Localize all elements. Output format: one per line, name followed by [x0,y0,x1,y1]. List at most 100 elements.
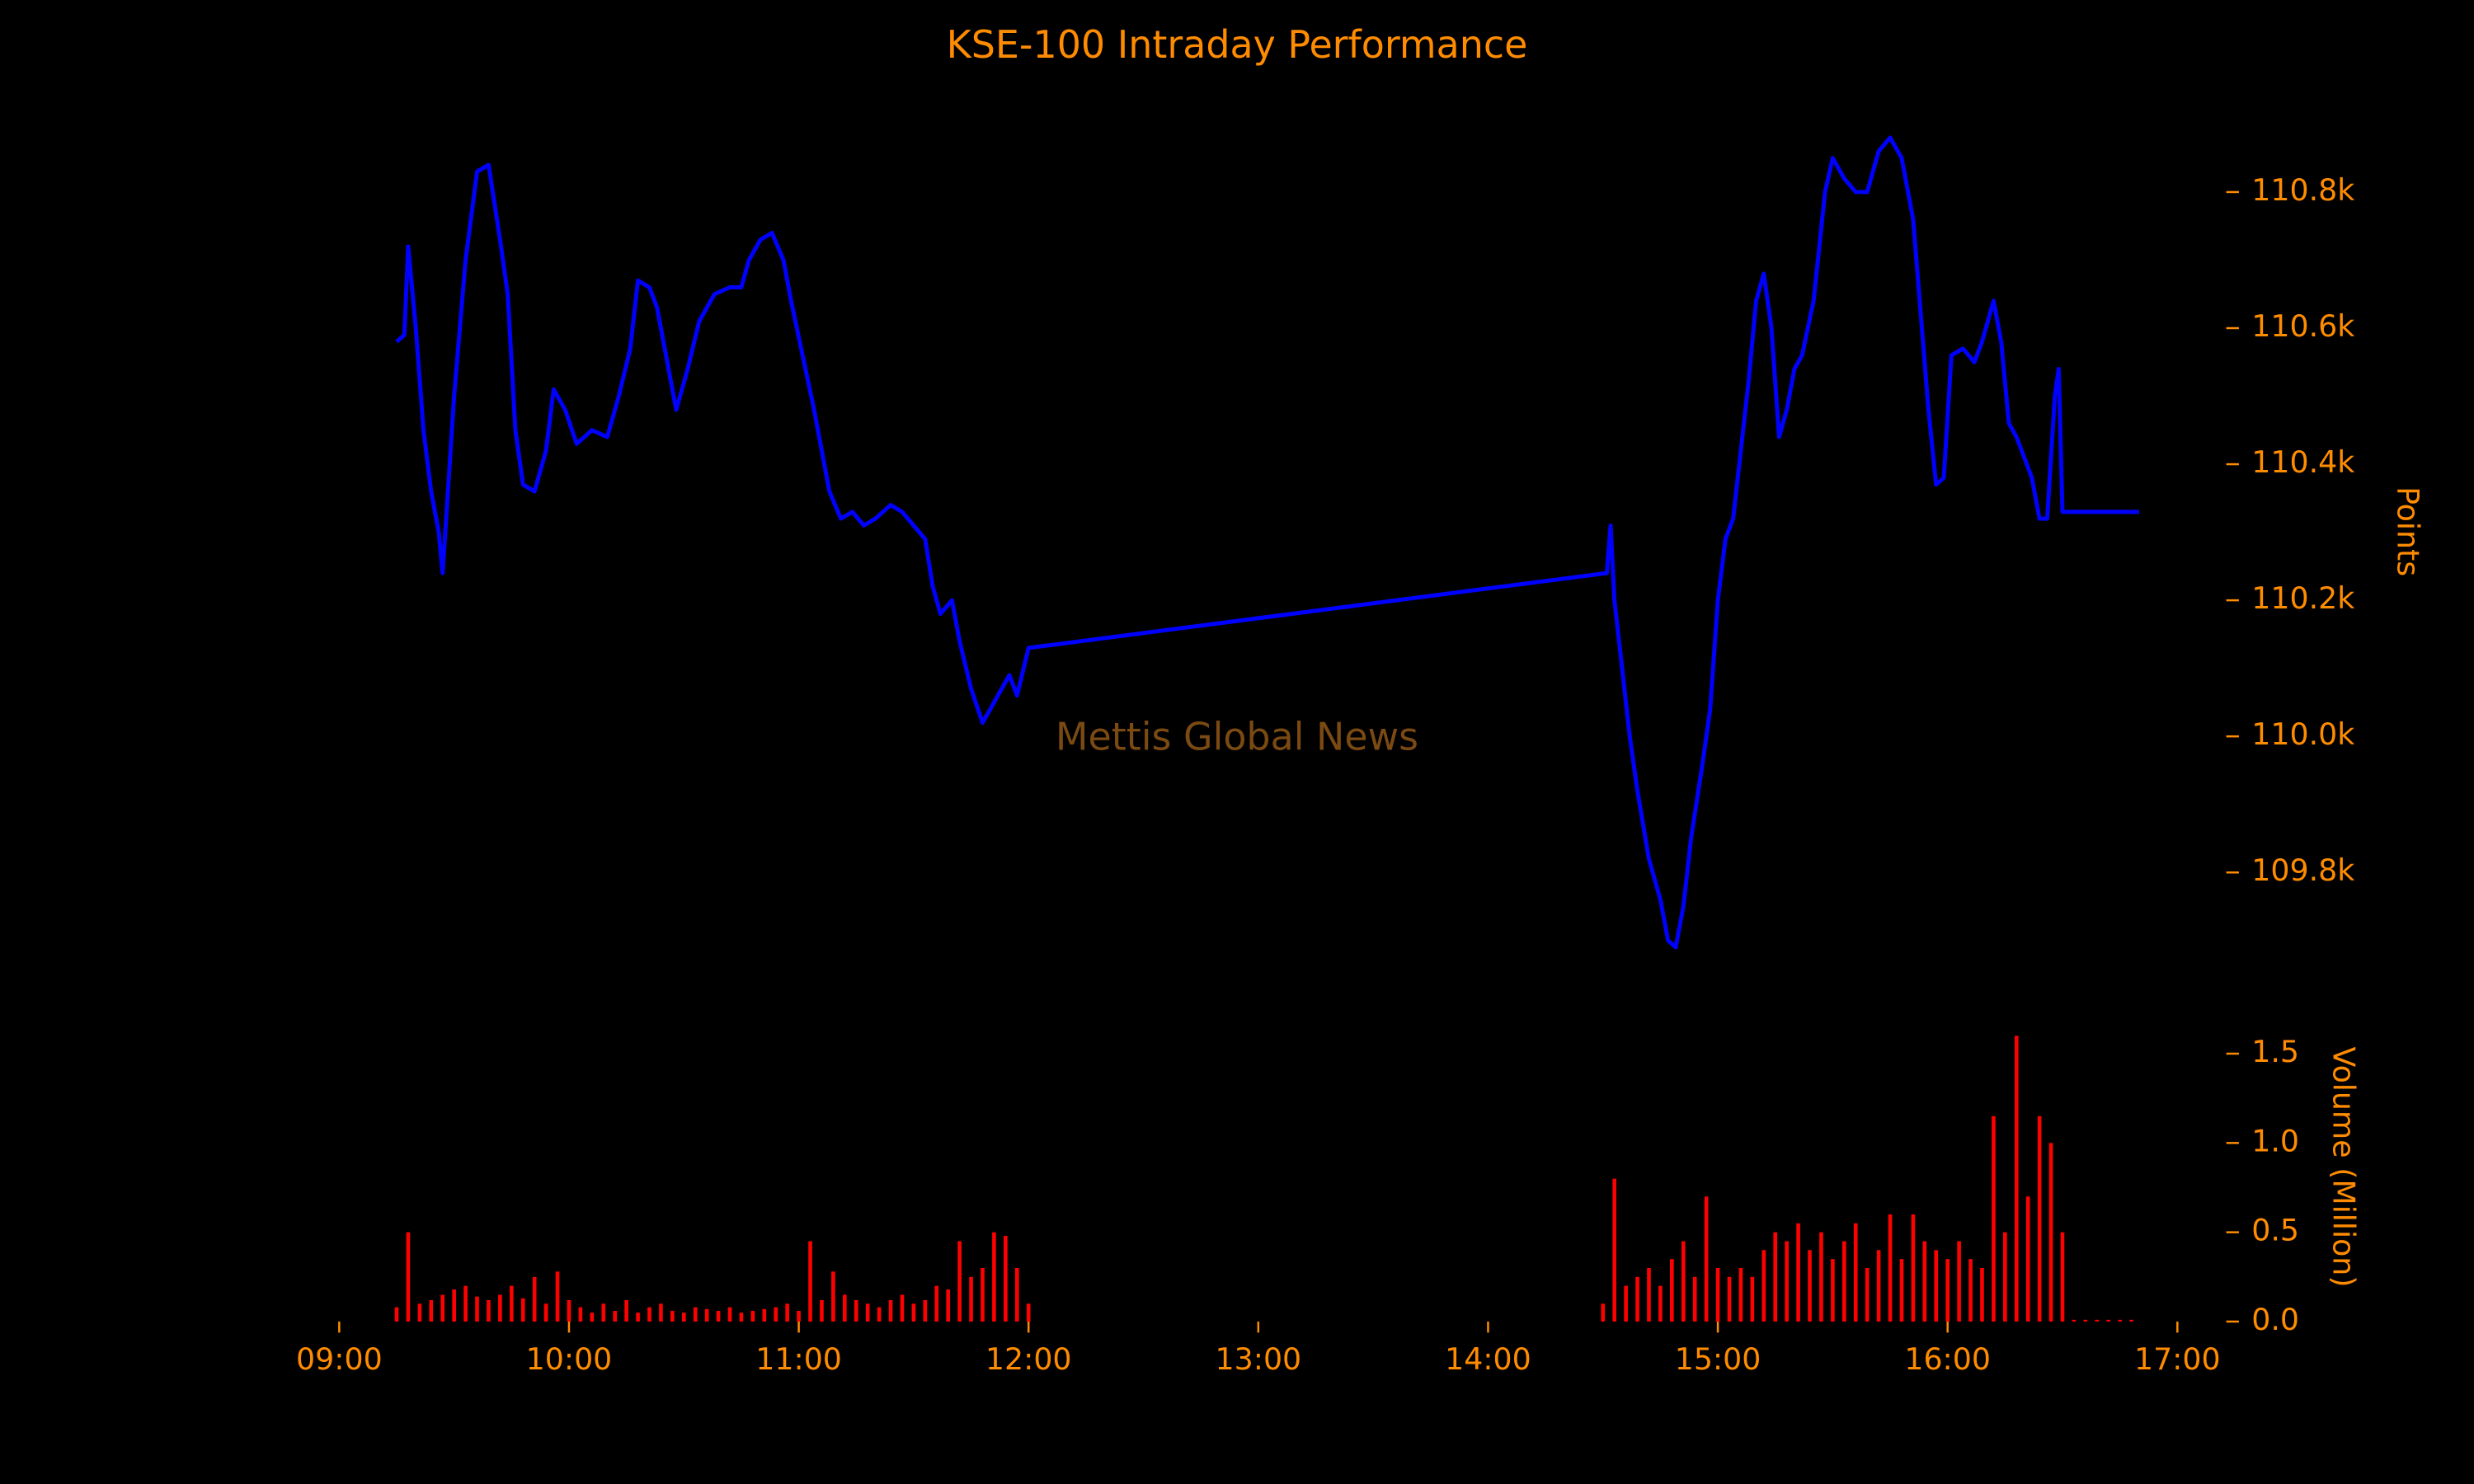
volume-bar [854,1299,858,1322]
volume-bar [1785,1241,1789,1322]
volume-bar [613,1310,617,1322]
volume-bar [1750,1276,1755,1322]
volume-bar [900,1294,905,1322]
y-tick-label: 110.6k [2251,308,2354,344]
x-tick-label: 10:00 [526,1341,613,1377]
volume-bar [1647,1267,1651,1322]
y-tick-label: 1.0 [2251,1123,2299,1158]
volume-bar [590,1313,595,1322]
volume-bar [1681,1241,1686,1322]
volume-bar [498,1294,502,1322]
volume-bar [1026,1303,1031,1322]
volume-bar [1692,1276,1697,1322]
volume-bar [1853,1223,1858,1322]
volume-bar [1715,1267,1720,1322]
volume-bar [1014,1267,1019,1322]
volume-bar [1888,1214,1893,1322]
volume-bar [2072,1319,2077,1322]
price-line [395,135,2139,950]
volume-bar [831,1271,835,1322]
y-axis-label: Points [2391,486,2426,576]
volume-bar [1968,1259,1973,1322]
volume-bar [532,1276,537,1322]
x-tick-label: 14:00 [1445,1341,1531,1377]
volume-bar [1831,1259,1835,1322]
volume-bar [992,1232,996,1322]
volume-bar [808,1241,812,1322]
volume-bar [394,1307,399,1322]
volume-bar [693,1307,698,1322]
volume-bar [727,1307,732,1322]
volume-bar [774,1307,778,1322]
volume-bar [1899,1259,1904,1322]
volume-bar [2095,1319,2100,1322]
volume-bar [429,1299,434,1322]
y-tick-label: 110.0k [2251,716,2354,752]
volume-bar [934,1285,939,1322]
volume-bar [1876,1250,1881,1322]
volume-bar [820,1299,824,1322]
volume-bar [670,1310,675,1322]
y-tick-label: 1.5 [2251,1034,2299,1069]
volume-bar [2060,1232,2065,1322]
volume-bar [659,1303,663,1322]
volume-bar [510,1285,514,1322]
volume-bar [739,1313,744,1322]
volume-bar [1808,1250,1812,1322]
volume-bar [475,1296,479,1322]
volume-bar [750,1310,755,1322]
volume-bar [1635,1276,1639,1322]
volume-bar [2118,1319,2122,1322]
volume-bar [1738,1267,1743,1322]
volume-bar [1704,1196,1709,1322]
volume-bar [785,1303,789,1322]
volume-bar [1761,1250,1766,1322]
volume-bar [1980,1267,1984,1322]
chart-title: KSE-100 Intraday Performance [947,22,1528,67]
volume-bar [946,1289,950,1322]
volume-bar [1842,1241,1846,1322]
volume-bar [601,1303,606,1322]
x-tick-label: 15:00 [1675,1341,1761,1377]
volume-bar [877,1307,882,1322]
volume-bar [452,1289,456,1322]
volume-bar [923,1299,928,1322]
volume-bar [865,1303,870,1322]
volume-bar [406,1232,411,1322]
volume-bar [1922,1241,1927,1322]
volume-bar [981,1267,985,1322]
volume-bar [1612,1178,1616,1322]
volume-bar [636,1313,640,1322]
volume-bar [647,1307,651,1322]
volume-bar [543,1303,548,1322]
volume-bar [911,1303,916,1322]
volume-bar [2014,1036,2019,1322]
volume-bar [1670,1259,1674,1322]
y-tick-label: 109.8k [2251,852,2354,888]
volume-bar [1004,1235,1008,1322]
volume-bar [1658,1285,1663,1322]
volume-bar [1624,1285,1628,1322]
volume-bar [520,1298,525,1322]
volume-bar [681,1313,686,1322]
volume-bar [2003,1232,2007,1322]
volume-bar [2048,1143,2053,1322]
volume-bar [487,1299,491,1322]
volume-bar [417,1303,422,1322]
x-tick-label: 09:00 [296,1341,383,1377]
volume-bar [888,1299,893,1322]
volume-bar [1819,1232,1823,1322]
volume-bar [1773,1232,1778,1322]
x-tick-label: 11:00 [755,1341,842,1377]
volume-bar [624,1299,628,1322]
volume-bar [762,1308,767,1322]
volume-bar [567,1299,571,1322]
volume-bar [1957,1241,1961,1322]
y-tick-label: 0.5 [2251,1213,2299,1248]
x-tick-label: 12:00 [985,1341,1072,1377]
volume-bar [969,1276,973,1322]
watermark: Mettis Global News [1056,715,1418,759]
volume-bar [716,1310,721,1322]
volume-bar [957,1241,962,1322]
volume-bar [2037,1115,2042,1322]
